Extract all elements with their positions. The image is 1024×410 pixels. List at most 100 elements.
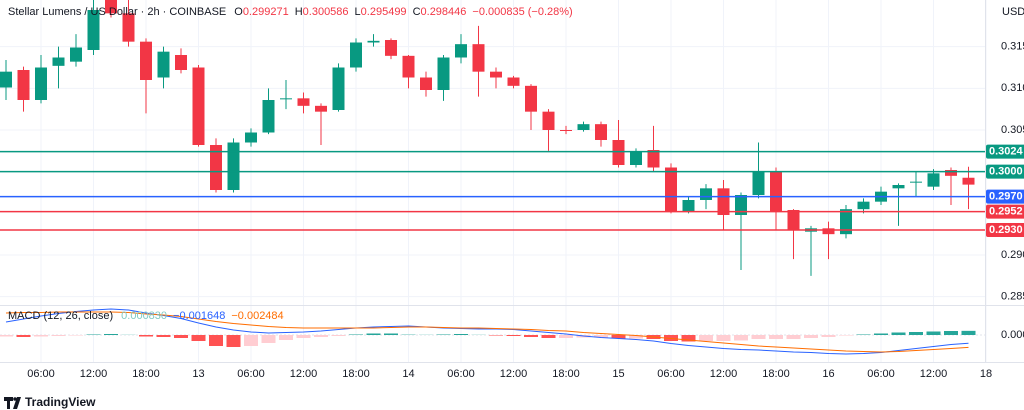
candle-body	[245, 132, 257, 143]
x-tick-label: 18:00	[342, 368, 370, 380]
logo	[4, 397, 21, 409]
histogram-bar	[699, 335, 713, 341]
level-label: 0.3024	[989, 146, 1024, 158]
candle-body	[647, 150, 660, 168]
x-tick-label: 12:00	[500, 368, 528, 380]
candle-body	[140, 41, 152, 80]
candle-body	[840, 209, 852, 235]
ohlc-value: 0.300586	[303, 6, 349, 18]
histogram-bar	[944, 331, 958, 335]
candle-body	[612, 140, 625, 165]
candle-body	[752, 171, 765, 195]
ohlc-value: 0.298446	[421, 6, 467, 18]
histogram-bar	[16, 335, 31, 337]
candle-body	[945, 170, 957, 176]
histogram-bar	[594, 335, 608, 338]
histogram-bar	[419, 334, 433, 335]
histogram-bar	[261, 335, 276, 343]
histogram-bar	[331, 335, 346, 336]
candle-body	[770, 171, 782, 212]
macd-legend-value: −0.002484	[231, 310, 283, 322]
candle-body	[717, 188, 730, 215]
macd-legend-value: 0.000830	[121, 310, 167, 322]
ohlc-key: L	[355, 6, 361, 18]
candle-body	[52, 57, 65, 66]
ohlc-key: H	[295, 6, 303, 18]
chart-title: Stellar Lumens / US Dollar · 2h · COINBA…	[8, 6, 226, 18]
histogram-bar	[244, 335, 258, 346]
change: −0.000835 (−0.28%)	[472, 6, 572, 18]
candle-body	[577, 124, 590, 130]
histogram-bar	[86, 334, 101, 335]
candle-body	[857, 201, 870, 210]
level-label: 0.2952	[989, 206, 1023, 218]
histogram-bar	[926, 331, 941, 335]
x-tick-label: 12:00	[710, 368, 738, 380]
histogram-bar	[384, 333, 398, 335]
candle-body	[700, 188, 712, 200]
level-label-box	[986, 164, 1024, 179]
candle-body	[35, 67, 47, 100]
candle-body	[525, 85, 537, 112]
histogram-bar	[751, 335, 766, 339]
histogram-bar	[69, 335, 83, 336]
histogram-bar	[506, 335, 521, 336]
histogram-bar	[174, 335, 188, 338]
level-label-box	[986, 204, 1024, 219]
price-pane	[0, 0, 975, 276]
histogram-bar	[349, 334, 363, 335]
x-tick-label: 06:00	[237, 368, 265, 380]
candle-body	[420, 77, 432, 90]
level-label-box	[986, 144, 1024, 159]
branding: TradingView	[4, 395, 96, 409]
macd-line	[5, 308, 969, 355]
histogram-bar	[629, 335, 643, 339]
candle-body	[735, 195, 747, 215]
candle-body	[122, 13, 135, 42]
histogram-bar	[436, 334, 451, 335]
histogram-bar	[786, 335, 801, 339]
x-tick-label: 13	[192, 368, 204, 380]
histogram-bar	[226, 335, 241, 347]
x-tick-label: 12:00	[290, 368, 318, 380]
ohlc-key: C	[413, 6, 421, 18]
histogram-bar	[139, 335, 153, 337]
level-label-box	[986, 189, 1024, 204]
histogram-bar	[559, 335, 573, 338]
histogram-bar	[104, 334, 118, 335]
x-tick-label: 16	[822, 368, 834, 380]
candle-body	[70, 47, 82, 62]
candle-body	[402, 55, 415, 78]
candle-body	[210, 145, 222, 190]
brand-name: TradingView	[25, 395, 96, 409]
logo	[13, 397, 17, 401]
histogram-bar	[611, 335, 626, 339]
candle-body	[227, 142, 240, 190]
histogram-bar	[681, 335, 696, 342]
histogram-bar	[489, 335, 503, 336]
currency: USD	[1002, 6, 1024, 18]
histogram-bar	[156, 335, 171, 337]
candle-body	[490, 71, 502, 78]
y-tick-label: 0.3100	[1001, 82, 1024, 94]
y-tick-label: 0.3150	[1001, 41, 1024, 53]
candle-body	[472, 44, 485, 72]
candle-body	[280, 98, 292, 100]
histogram-bar	[891, 332, 906, 335]
candle-body	[17, 70, 30, 100]
candle-body	[385, 40, 397, 56]
axes: 06:00 12:00 18:00 13 06:00 12:00 18:00 14 06:00 1…	[0, 0, 1024, 380]
candle-body	[87, 10, 100, 50]
candle-body	[682, 200, 695, 212]
level-label: 0.2970	[989, 191, 1023, 203]
histogram-bar	[191, 335, 206, 341]
candle-body	[0, 71, 12, 88]
candle-body	[927, 173, 940, 187]
macd-legend-value: −0.001648	[173, 310, 225, 322]
candle-body	[455, 44, 467, 58]
histogram-bar	[856, 334, 871, 335]
histogram-bar	[279, 335, 293, 340]
macd-line	[5, 311, 969, 353]
candle-body	[595, 124, 607, 140]
